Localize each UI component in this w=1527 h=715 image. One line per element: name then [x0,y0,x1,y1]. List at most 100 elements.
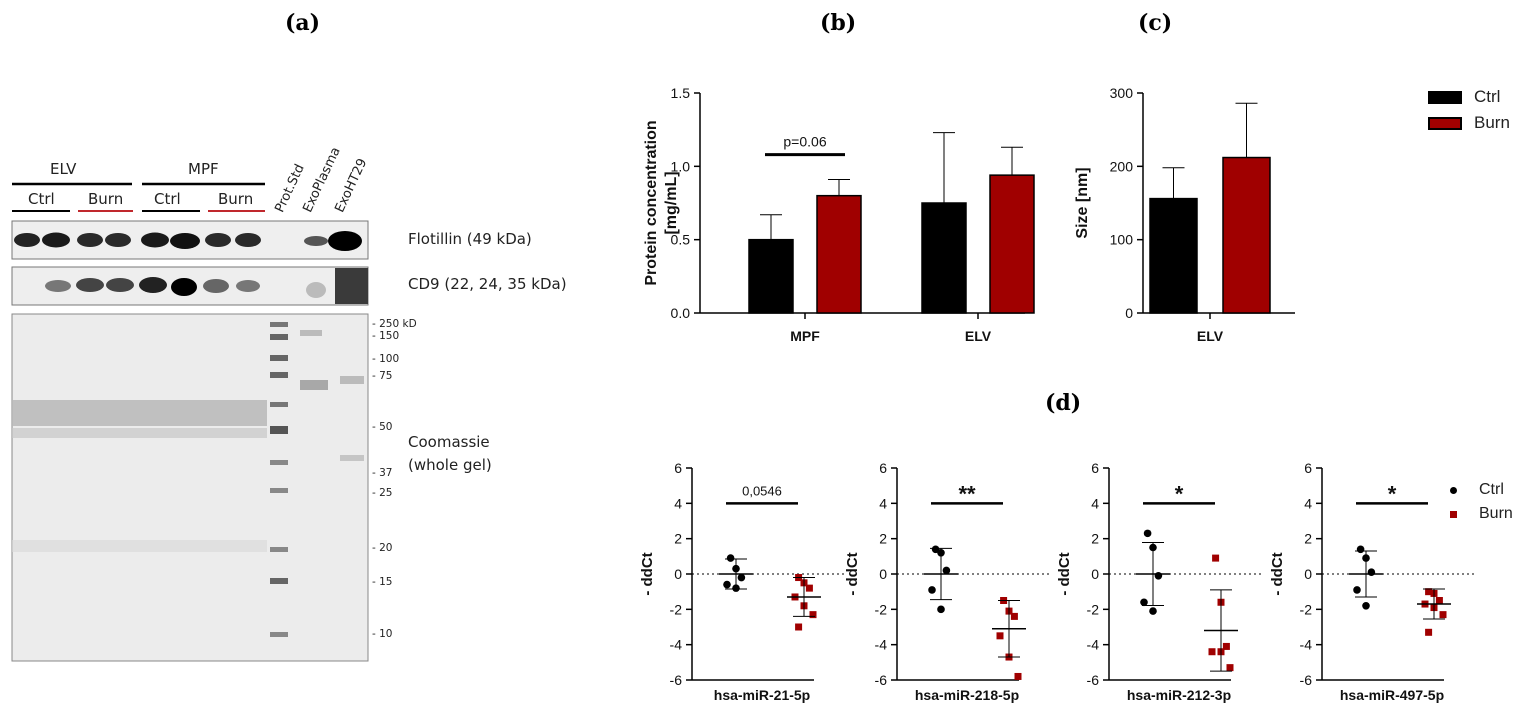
y-tick-label: 0.0 [671,305,691,321]
burn-point [1226,664,1234,672]
mpf-burn-label: Burn [218,190,254,208]
y-tick-label: -4 [1300,637,1313,653]
ctrl-point [726,554,735,562]
y-tick-label: 0 [879,566,887,582]
burn-point [1212,554,1220,562]
bar-burn [1222,156,1271,314]
ctrl-point [723,580,731,589]
y-tick-label: 0.5 [671,232,691,248]
elv-ctrl-label: Ctrl [28,190,55,208]
ctrl-point [1353,586,1361,594]
y-tick-label: 2 [1091,531,1099,547]
y-tick-label: 4 [1091,495,1099,511]
y-tick-label: 2 [674,531,682,547]
chart-mir-218: 6 4 2 0 -2 -4 -6 - ddCt hsa-miR-218-5p ** [844,460,1050,703]
legend-item-ctrl: Ctrl [1428,84,1510,110]
y-tick-label: 0 [1125,305,1133,321]
y-tick-label: 1.5 [671,85,691,101]
x-tick-label: ELV [1197,328,1224,344]
chart-protein-concentration: 0.0 0.5 1.0 1.5 MPF ELV Protein concentration[… [643,85,1035,344]
y-tick-label: 6 [1304,460,1312,476]
western-blot-panel: ELV MPF Ctrl Burn Ctrl Burn Prot.Std Exo… [0,0,620,715]
marker-37: - 37 [372,467,393,479]
ctrl-point [1362,602,1370,610]
mpf-ctrl-label: Ctrl [154,190,181,208]
burn-point [805,584,813,592]
x-axis-label: hsa-miR-21-5p [714,687,810,703]
burn-point [1435,597,1443,604]
y-tick-label: 4 [674,495,682,511]
y-tick-label: 0 [674,566,682,582]
cd9-blot [11,266,369,306]
elv-burn-label: Burn [88,190,124,208]
ctrl-point [1143,529,1152,538]
marker-75: - 75 [372,370,393,382]
bar-ctrl [1149,197,1198,314]
y-axis-label: - ddCt [1056,552,1073,595]
marker-100: - 100 [372,353,400,365]
y-tick-label: 0 [1304,566,1312,582]
blot-drawing [11,182,369,662]
bar-burn [816,194,862,314]
flotillin-label: Flotillin (49 kDa) [408,230,532,248]
legend-d: Ctrl Burn [1450,478,1513,526]
y-tick-label: 100 [1110,232,1134,248]
y-tick-label: 0 [1091,566,1099,582]
y-tick-label: -6 [875,672,888,688]
ctrl-point [737,573,746,582]
burn-point [996,632,1004,640]
marker-25: - 25 [372,487,393,499]
whole-gel-label: (whole gel) [408,456,492,474]
x-tick-label: MPF [790,328,820,344]
bar-ctrl [748,238,794,314]
ctrl-point [1140,598,1148,607]
marker-150: - 150 [372,330,400,342]
bar-burn [989,174,1035,314]
ctrl-point [1356,545,1365,554]
legend-d-label-burn: Burn [1479,505,1513,522]
y-tick-label: -2 [875,601,888,617]
y-tick-label: 200 [1110,158,1134,174]
marker-10: - 10 [372,628,393,640]
y-tick-label: 6 [1091,460,1099,476]
chart-mir-21: 6 4 2 0 -2 -4 -6 - ddCt hsa-miR-21-5p 0,0546 [639,460,845,703]
x-tick-label: ELV [965,328,992,344]
y-tick-label: -4 [1087,637,1100,653]
y-axis-label-line2: [mg/mL] [663,171,680,234]
y-tick-label: -2 [1300,601,1313,617]
significance-label: ** [958,481,976,506]
panel-label-a: (a) [285,10,321,36]
chart-mir-212: 6 4 2 0 -2 -4 -6 - ddCt hsa-miR-212-3p * [1056,460,1262,703]
legend-swatch-burn [1428,116,1462,130]
burn-point [795,623,803,631]
panel-label-b: (b) [820,10,857,36]
y-tick-label: 300 [1110,85,1134,101]
y-tick-label: 2 [1304,531,1312,547]
x-axis-label: hsa-miR-212-3p [1127,687,1231,703]
y-axis-label: - ddCt [1269,552,1286,595]
chart-mir-497: 6 4 2 0 -2 -4 -6 - ddCt hsa-miR-497-5p * [1269,460,1475,703]
burn-point [1010,612,1018,620]
y-tick-label: -2 [670,601,683,617]
legend-label-ctrl: Ctrl [1474,87,1501,106]
legend-swatch-ctrl [1428,90,1462,104]
legend-top: Ctrl Burn [1428,84,1510,136]
y-axis-label: - ddCt [844,552,861,595]
panel-label-c: (c) [1138,10,1173,36]
y-tick-label: 6 [879,460,887,476]
y-tick-label: 6 [674,460,682,476]
marker-15: - 15 [372,576,393,588]
ctrl-point [1367,568,1376,577]
elv-group-label: ELV [50,160,77,178]
y-tick-label: -6 [1300,672,1313,688]
cd9-label: CD9 (22, 24, 35 kDa) [408,275,567,293]
legend-d-dot-ctrl [1450,486,1457,494]
burn-point [1425,588,1433,596]
burn-point [1014,672,1022,680]
significance-label: 0,0546 [742,483,782,498]
x-axis-label: hsa-miR-218-5p [915,687,1019,703]
mpf-group-label: MPF [188,160,219,178]
coomassie-label: Coomassie [408,433,490,451]
ctrl-point [931,545,940,554]
legend-label-burn: Burn [1474,113,1510,132]
